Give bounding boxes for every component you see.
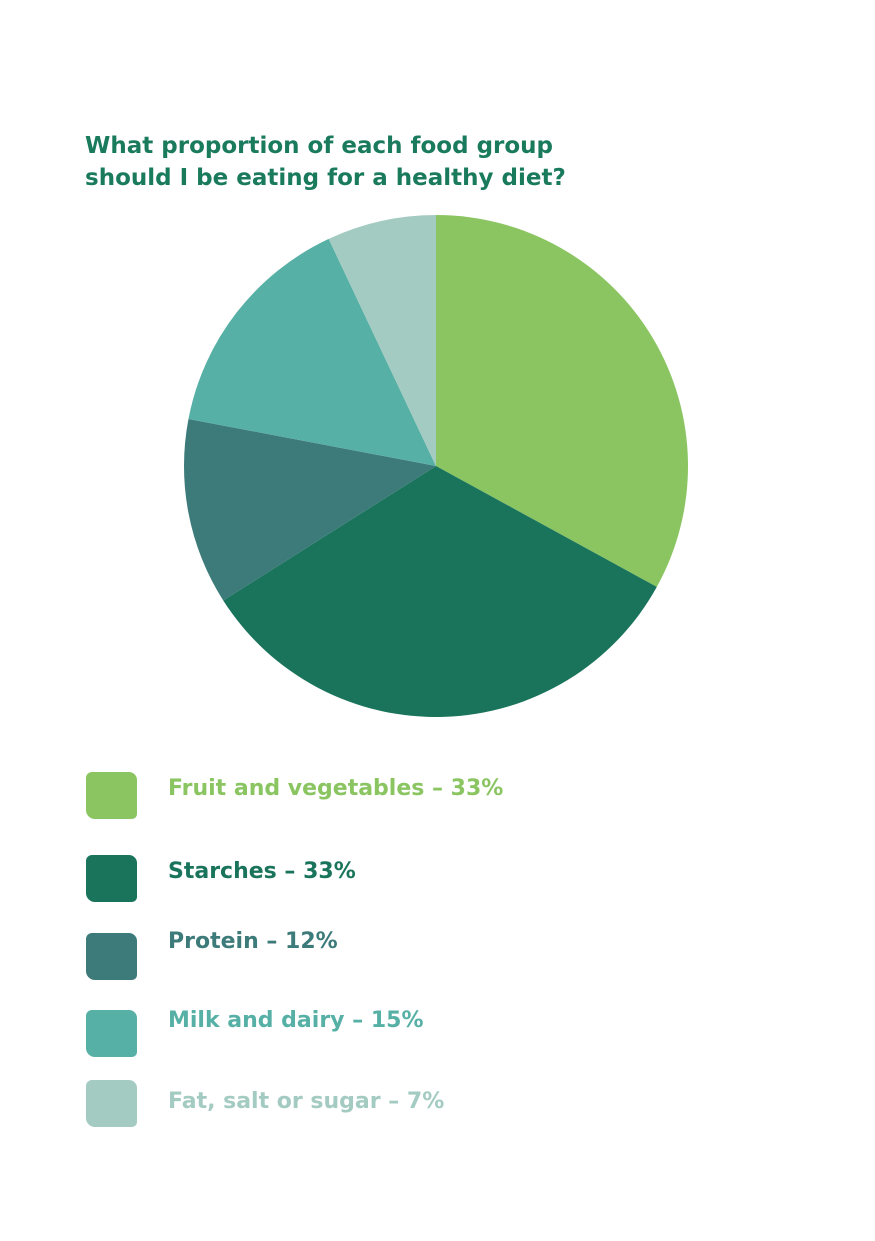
legend-swatch — [86, 772, 137, 819]
legend-item: Protein – 12% — [86, 929, 786, 981]
pie-slice — [436, 215, 689, 587]
legend-label: Fruit and vegetables – 33% — [168, 776, 504, 801]
legend-swatch — [86, 855, 137, 902]
pie-slice — [328, 215, 436, 466]
legend-swatch — [86, 1080, 137, 1127]
pie-slice — [223, 466, 657, 717]
legend-item: Fruit and vegetables – 33% — [86, 772, 786, 820]
legend-label: Milk and dairy – 15% — [168, 1008, 424, 1033]
legend-label: Protein – 12% — [168, 929, 338, 954]
legend-swatch — [86, 1010, 137, 1057]
legend-item: Milk and dairy – 15% — [86, 1008, 786, 1058]
chart-title: What proportion of each food group shoul… — [85, 133, 566, 191]
legend-swatch — [86, 933, 137, 980]
legend-label: Starches – 33% — [168, 859, 356, 884]
pie-slice — [183, 418, 436, 601]
legend-item: Starches – 33% — [86, 855, 786, 903]
pie-slice — [188, 238, 436, 466]
legend-label: Fat, salt or sugar – 7% — [168, 1089, 445, 1114]
legend-item: Fat, salt or sugar – 7% — [86, 1080, 786, 1128]
